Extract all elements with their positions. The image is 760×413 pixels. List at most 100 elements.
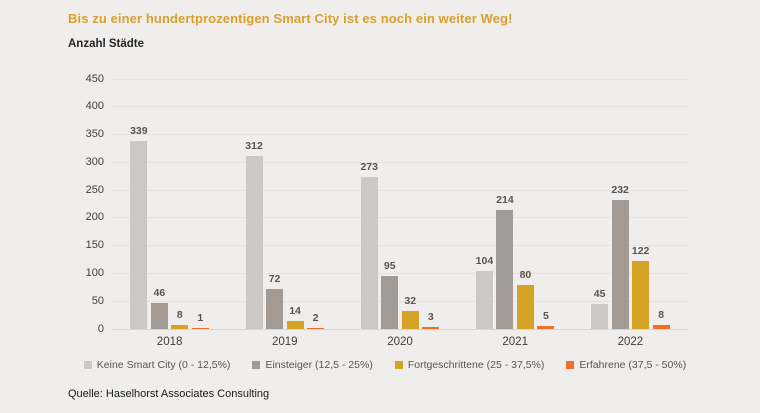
value-label: 32 (404, 295, 417, 308)
value-label: 95 (383, 260, 396, 273)
bar (130, 140, 148, 329)
bar (171, 324, 189, 329)
bar-cell: 8 (652, 79, 670, 329)
source-note: Quelle: Haselhorst Associates Consulting (68, 388, 270, 400)
value-label: 72 (268, 273, 281, 285)
y-tick-label: 450 (85, 72, 104, 85)
bar-cell: 339 (130, 79, 148, 329)
plot-area: 339 46 8 1 312 72 14 2 273 95 32 3 104 214 80 5 45 232 122… (112, 78, 688, 330)
legend-swatch-icon (394, 361, 403, 369)
legend-label: Erfahrene (37,5 - 50%) (579, 359, 687, 371)
bar (516, 284, 534, 329)
gridline (112, 161, 688, 163)
y-tick-label: 50 (91, 294, 104, 307)
legend-item: Keine Smart City (0 - 12,5%) (83, 359, 231, 371)
value-label: 46 (153, 287, 166, 300)
bar (496, 210, 514, 329)
bar-cell: 214 (496, 79, 514, 329)
bar-group-2018: 339 46 8 1 (112, 79, 227, 329)
chart-title: Bis zu einer hundertprozentigen Smart Ci… (68, 11, 513, 26)
bar-group-2019: 312 72 14 2 (227, 79, 342, 329)
value-label: 339 (130, 124, 148, 137)
y-tick-label: 300 (85, 155, 104, 168)
x-tick-label: 2020 (387, 336, 413, 348)
bar-cell: 232 (611, 79, 629, 329)
y-tick-label: 250 (85, 183, 104, 196)
chart-legend: Keine Smart City (0 - 12,5%) Einsteiger (… (60, 359, 710, 371)
legend-label: Keine Smart City (0 - 12,5%) (96, 359, 231, 371)
y-tick-label: 200 (85, 211, 104, 224)
bar (475, 271, 493, 329)
gridline (112, 300, 688, 302)
value-label: 45 (593, 288, 606, 300)
x-tick-label: 2022 (617, 336, 644, 348)
legend-label: Fortgeschrittene (25 - 37,5%) (407, 359, 545, 371)
legend-item: Fortgeschrittene (25 - 37,5%) (394, 359, 545, 371)
bar-cell: 2 (307, 79, 325, 329)
value-label: 8 (658, 308, 665, 321)
value-label: 14 (289, 305, 301, 318)
bar-group-2021: 104 214 80 5 (458, 79, 573, 329)
bar-cell: 3 (422, 79, 440, 329)
bar (611, 200, 629, 329)
bar-cell: 312 (245, 79, 263, 329)
value-label: 1 (197, 312, 204, 324)
y-tick-label: 100 (85, 266, 104, 279)
bar (401, 311, 419, 329)
legend-item: Einsteiger (12,5 - 25%) (252, 359, 373, 371)
bar (150, 303, 168, 329)
bar (191, 328, 209, 329)
bar-cell: 32 (401, 79, 419, 329)
bar-cell: 1 (191, 79, 209, 329)
x-tick-label: 2019 (271, 336, 298, 348)
gridline (112, 106, 688, 108)
bar (360, 177, 378, 329)
value-label: 8 (176, 308, 183, 321)
bar (537, 326, 555, 329)
bar (591, 304, 609, 329)
bar (632, 261, 650, 329)
value-label: 122 (631, 245, 650, 258)
bar-cell: 122 (632, 79, 649, 329)
bar-cell: 8 (171, 79, 189, 329)
bar (286, 321, 304, 329)
bar (245, 155, 263, 329)
gridline (112, 272, 688, 274)
x-tick-label: 2018 (156, 336, 183, 348)
legend-item: Erfahrene (37,5 - 50%) (566, 359, 686, 371)
bar-group-2020: 273 95 32 3 (342, 79, 457, 329)
bar-group-2022: 45 232 122 8 (573, 79, 688, 329)
gridline (112, 78, 688, 80)
bar-cell: 46 (150, 79, 168, 329)
y-tick-label: 0 (97, 322, 104, 335)
x-axis-line (112, 328, 688, 330)
legend-swatch-icon (83, 361, 92, 369)
value-label: 3 (427, 311, 434, 324)
bar (652, 324, 670, 329)
bar (266, 289, 284, 329)
gridline (112, 134, 688, 136)
legend-label: Einsteiger (12,5 - 25%) (265, 359, 373, 371)
bar-cell: 273 (360, 79, 378, 329)
bar (381, 276, 399, 329)
bar (307, 327, 325, 329)
gridline (112, 245, 688, 247)
value-label: 5 (543, 310, 549, 323)
bar-cell: 80 (516, 79, 534, 329)
value-label: 104 (475, 255, 494, 268)
value-label: 214 (496, 194, 514, 207)
value-label: 80 (519, 268, 532, 281)
x-tick-label: 2021 (502, 336, 528, 348)
value-label: 232 (611, 184, 629, 197)
bar (422, 327, 440, 329)
y-tick-label: 350 (85, 128, 104, 141)
bar-cell: 95 (381, 79, 399, 329)
gridline (112, 217, 688, 219)
legend-swatch-icon (566, 361, 575, 369)
value-label: 2 (312, 311, 319, 324)
bar-cell: 72 (266, 79, 284, 329)
bar-cell: 104 (476, 79, 493, 329)
y-tick-label: 150 (85, 239, 104, 252)
bar-cell: 14 (286, 79, 304, 329)
